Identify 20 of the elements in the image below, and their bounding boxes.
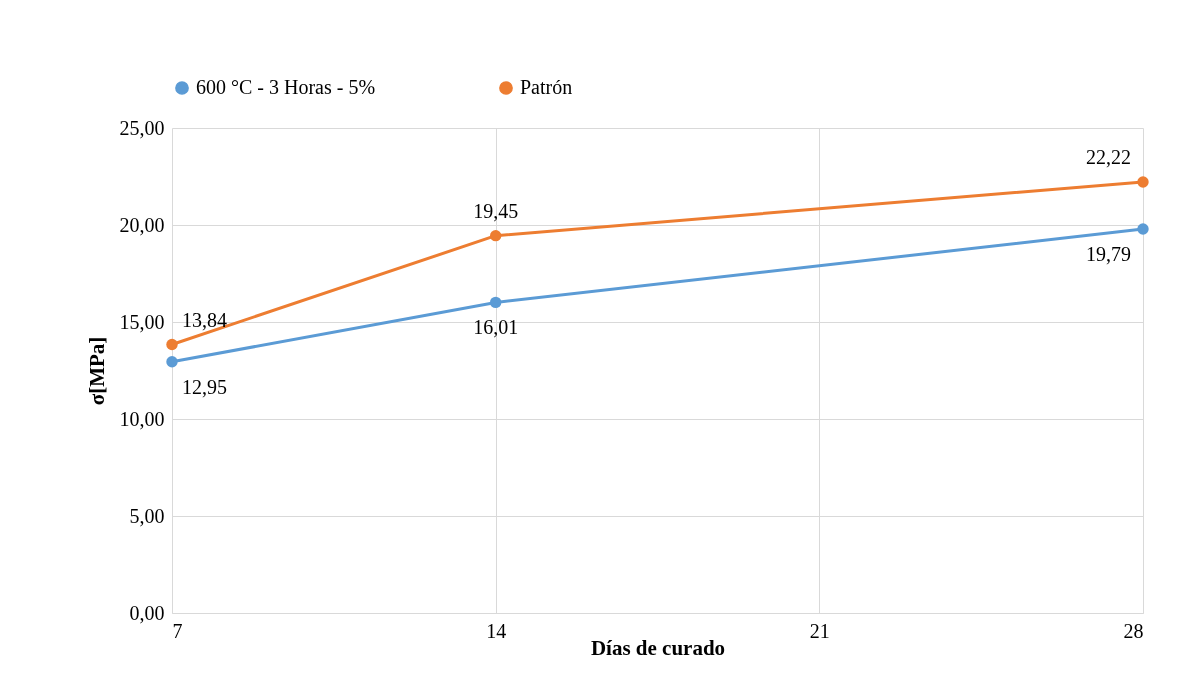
x-tick-label: 7 bbox=[172, 619, 183, 642]
data-label: 12,95 bbox=[182, 375, 227, 398]
legend-label: 600 °C - 3 Horas - 5% bbox=[196, 76, 376, 98]
data-label: 19,45 bbox=[473, 199, 519, 222]
data-label: 16,01 bbox=[473, 316, 519, 339]
x-tick-label: 21 bbox=[809, 619, 830, 642]
y-tick-label: 10,00 bbox=[119, 407, 165, 430]
y-tick-label: 20,00 bbox=[119, 213, 165, 236]
x-tick-label: 14 bbox=[486, 619, 507, 642]
data-label: 22,22 bbox=[1086, 145, 1131, 168]
data-label: 19,79 bbox=[1086, 243, 1131, 266]
y-tick-label: 0,00 bbox=[129, 601, 165, 624]
data-label: 13,84 bbox=[182, 308, 227, 331]
y-tick-label: 15,00 bbox=[119, 310, 165, 333]
y-axis-title: σ[MPa] bbox=[84, 336, 109, 406]
x-tick-label: 28 bbox=[1123, 619, 1144, 642]
legend-label: Patrón bbox=[520, 76, 573, 98]
y-tick-label: 25,00 bbox=[119, 116, 165, 139]
y-tick-label: 5,00 bbox=[129, 504, 165, 527]
x-axis-title: Días de curado bbox=[590, 635, 726, 660]
